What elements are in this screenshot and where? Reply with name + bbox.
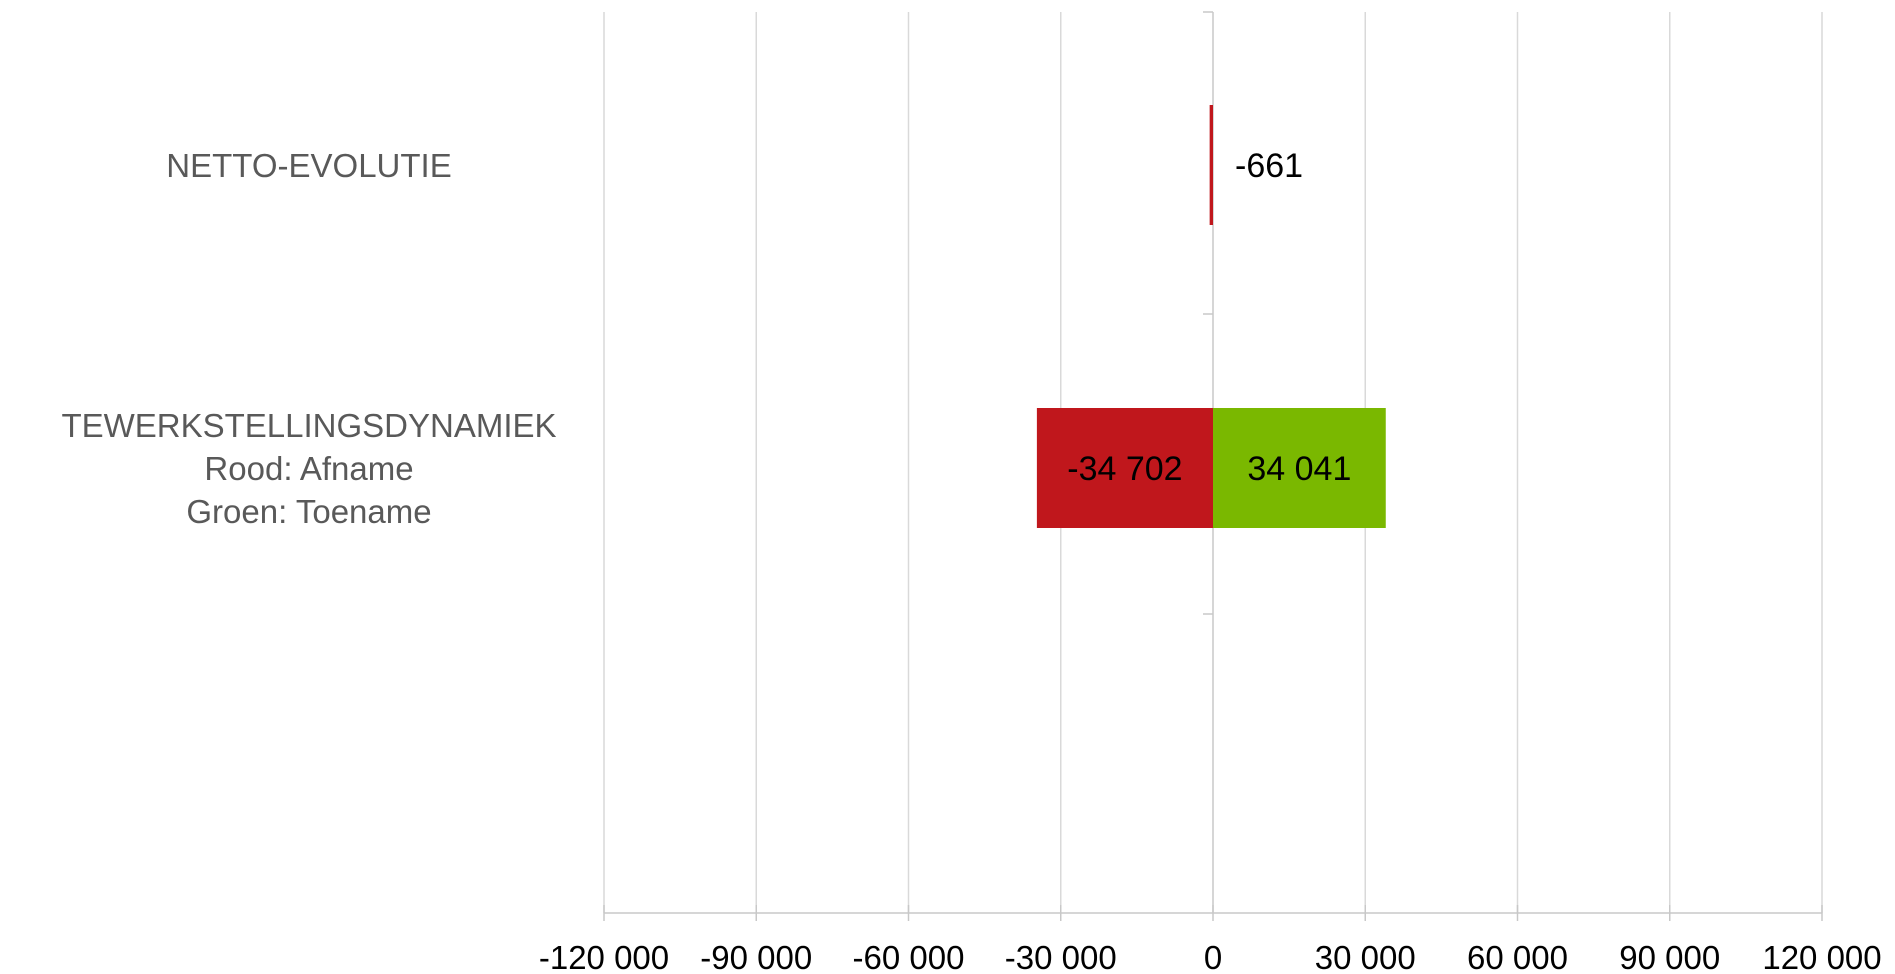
category-sublabel: Rood: Afname — [204, 450, 413, 487]
data-label: -661 — [1235, 147, 1303, 185]
x-tick-label: 30 000 — [1315, 939, 1416, 974]
x-tick-label: 60 000 — [1467, 939, 1568, 974]
x-tick-label: -120 000 — [539, 939, 669, 974]
data-label: -34 702 — [1067, 450, 1182, 488]
category-sublabel: Groen: Toename — [186, 493, 431, 530]
bar-negative-1 — [1036, 408, 1213, 528]
data-label: 34 041 — [1247, 450, 1351, 488]
x-tick-label: -60 000 — [853, 939, 965, 974]
x-tick-label: 0 — [1204, 939, 1222, 974]
bar-positive-2 — [1213, 408, 1386, 528]
category-label: TEWERKSTELLINGSDYNAMIEK — [61, 407, 556, 444]
x-tick-label: 90 000 — [1619, 939, 1720, 974]
x-tick-label: 120 000 — [1762, 939, 1881, 974]
x-tick-label: -90 000 — [700, 939, 812, 974]
x-tick-label: -30 000 — [1005, 939, 1117, 974]
category-label: NETTO-EVOLUTIE — [166, 147, 451, 184]
bar-negative-0 — [1209, 105, 1213, 225]
